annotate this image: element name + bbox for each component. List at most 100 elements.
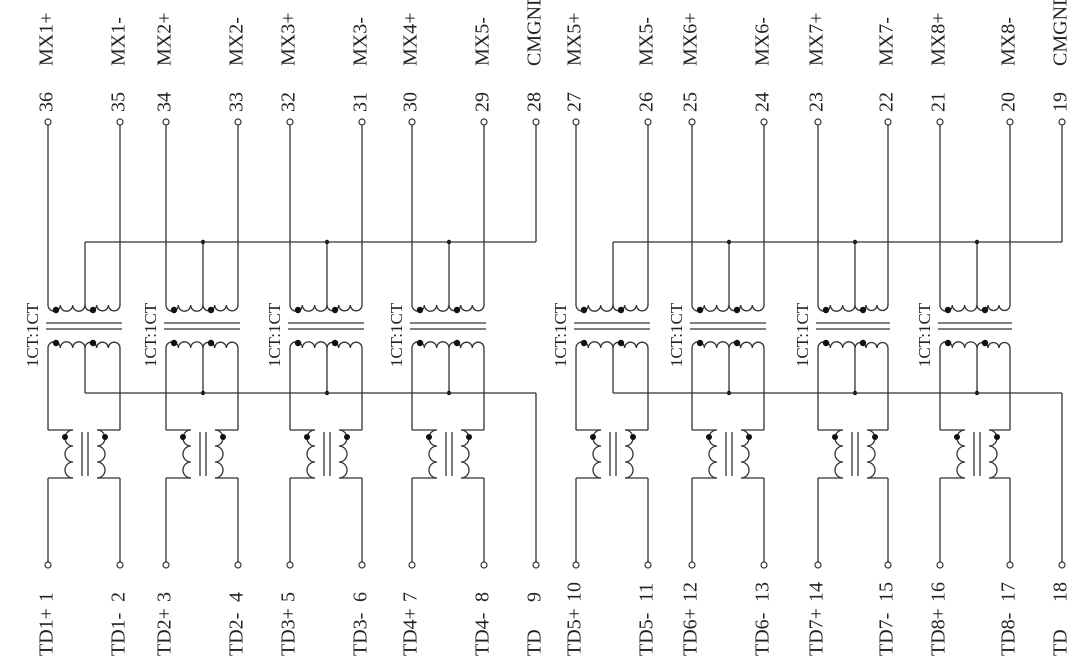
dot bbox=[62, 434, 68, 440]
pin-name: MX3+ bbox=[278, 12, 300, 66]
pin-number: 12 bbox=[680, 582, 702, 602]
pin-terminal bbox=[1006, 118, 1014, 126]
pin-terminal bbox=[936, 561, 944, 569]
pin-terminal bbox=[116, 118, 124, 126]
dot bbox=[733, 339, 741, 347]
pin-terminal bbox=[884, 118, 892, 126]
pin-number: 17 bbox=[998, 582, 1020, 602]
pin-number: 9 bbox=[524, 592, 546, 602]
pin-number: 15 bbox=[876, 582, 898, 602]
pin-name: MX5- bbox=[472, 17, 494, 66]
dot bbox=[832, 434, 838, 440]
pin-terminal bbox=[286, 118, 294, 126]
pin-name: MX8- bbox=[998, 17, 1020, 66]
pin-terminal bbox=[1006, 561, 1014, 569]
pin-name: MX1- bbox=[108, 17, 130, 66]
dot bbox=[981, 339, 989, 347]
transformer-label: 1CT:1CT bbox=[265, 302, 284, 367]
pin-name: MX6+ bbox=[680, 12, 702, 66]
dot bbox=[994, 434, 1000, 440]
pin-name: MX8+ bbox=[928, 12, 950, 66]
transformer-label: 1CT:1CT bbox=[551, 302, 570, 367]
pin-terminal bbox=[1058, 561, 1066, 569]
pin-terminal bbox=[688, 561, 696, 569]
pin-name: MX5- bbox=[636, 17, 658, 66]
pin-terminal bbox=[814, 118, 822, 126]
dot bbox=[706, 434, 712, 440]
pin-terminal bbox=[936, 118, 944, 126]
pin-terminal bbox=[44, 118, 52, 126]
dot bbox=[696, 339, 704, 347]
pin-name: MX7+ bbox=[806, 12, 828, 66]
dot bbox=[954, 434, 960, 440]
pin-terminal bbox=[358, 561, 366, 569]
pin-number: 21 bbox=[928, 92, 950, 112]
pin-number: 32 bbox=[278, 92, 300, 112]
dot bbox=[89, 339, 97, 347]
pin-name: MX1+ bbox=[36, 12, 58, 66]
pin-name: TD4- bbox=[472, 613, 494, 656]
dot bbox=[733, 306, 741, 314]
pin-terminal bbox=[408, 118, 416, 126]
dot bbox=[331, 306, 339, 314]
pin-terminal bbox=[644, 118, 652, 126]
dot bbox=[170, 339, 178, 347]
transformer-label: 1CT:1CT bbox=[667, 302, 686, 367]
dot bbox=[453, 339, 461, 347]
pin-terminal bbox=[358, 118, 366, 126]
pin-name: TD1+ bbox=[36, 608, 58, 656]
pin-name: TD2- bbox=[226, 613, 248, 656]
dot bbox=[304, 434, 310, 440]
pin-number: 14 bbox=[806, 582, 828, 602]
pin-terminal bbox=[572, 118, 580, 126]
dot bbox=[696, 306, 704, 314]
pin-number: 16 bbox=[928, 582, 950, 602]
transformer-label: 1CT:1CT bbox=[915, 302, 934, 367]
pin-terminal bbox=[234, 561, 242, 569]
dot bbox=[52, 306, 60, 314]
dot bbox=[344, 434, 350, 440]
dot bbox=[617, 306, 625, 314]
pin-number: 25 bbox=[680, 92, 702, 112]
dot bbox=[944, 339, 952, 347]
pin-number: 33 bbox=[226, 92, 248, 112]
pin-terminal bbox=[532, 561, 540, 569]
pin-terminal bbox=[644, 561, 652, 569]
pin-number: 4 bbox=[226, 592, 248, 602]
pin-name: MX3- bbox=[350, 17, 372, 66]
pin-name: TD1- bbox=[108, 613, 130, 656]
pin-terminal bbox=[162, 118, 170, 126]
pin-number: 19 bbox=[1050, 92, 1072, 112]
transformer-label: 1CT:1CT bbox=[793, 302, 812, 367]
pin-name: TD6- bbox=[752, 613, 774, 656]
pin-number: 5 bbox=[278, 592, 300, 602]
dot bbox=[207, 339, 215, 347]
pin-name: TD2+ bbox=[154, 608, 176, 656]
dot bbox=[207, 306, 215, 314]
pin-number: 30 bbox=[400, 92, 422, 112]
pin-terminal bbox=[116, 561, 124, 569]
pin-name: TD5- bbox=[636, 613, 658, 656]
dot bbox=[872, 434, 878, 440]
pin-terminal bbox=[286, 561, 294, 569]
pin-terminal bbox=[234, 118, 242, 126]
pin-number: 8 bbox=[472, 592, 494, 602]
pin-number: 28 bbox=[524, 92, 546, 112]
pin-name: TD7+ bbox=[806, 608, 828, 656]
pin-number: 20 bbox=[998, 92, 1020, 112]
pin-terminal bbox=[814, 561, 822, 569]
pin-terminal bbox=[1058, 118, 1066, 126]
pin-terminal bbox=[688, 118, 696, 126]
pin-number: 23 bbox=[806, 92, 828, 112]
dot bbox=[630, 434, 636, 440]
dot bbox=[180, 434, 186, 440]
dot bbox=[294, 339, 302, 347]
dot bbox=[416, 339, 424, 347]
dot bbox=[170, 306, 178, 314]
dot bbox=[89, 306, 97, 314]
dot bbox=[453, 306, 461, 314]
pin-name: TD bbox=[524, 629, 546, 656]
pin-number: 35 bbox=[108, 92, 130, 112]
dot bbox=[102, 434, 108, 440]
